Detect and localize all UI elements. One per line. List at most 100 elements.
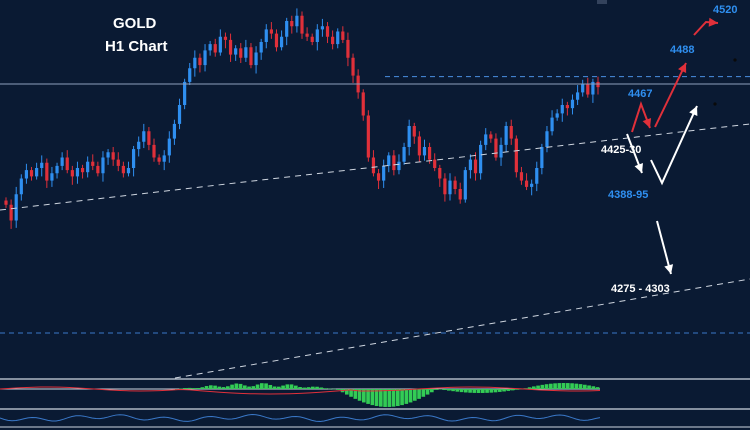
white-arrow-down-1-head [634, 162, 643, 173]
candle-body [484, 134, 488, 145]
candle-body [183, 81, 187, 105]
indicator-bar [400, 389, 404, 406]
indicator-bar [502, 389, 506, 392]
candle-body [106, 152, 110, 158]
candle-body [137, 141, 141, 150]
candle-body [75, 168, 80, 177]
candle-body [443, 178, 447, 195]
candle-body [55, 165, 59, 174]
level-4425-30-label: 4425-30 [601, 144, 642, 156]
indicator-bar [243, 385, 247, 389]
indicator-bar [404, 389, 409, 404]
candle-body [591, 81, 595, 95]
indicator-bar [285, 384, 290, 389]
candle-body [468, 159, 473, 171]
candle-body [336, 31, 340, 45]
indicator-bar [298, 387, 302, 389]
candle-body [9, 204, 13, 221]
indicator-bar [430, 389, 434, 393]
indicator-bar [391, 389, 396, 407]
candle-body [193, 57, 197, 69]
candle-body [433, 159, 437, 168]
candle-body [371, 157, 376, 174]
indicator-bar [345, 389, 349, 395]
indicator-bar [583, 384, 587, 389]
indicator-bar [489, 389, 494, 393]
upper-trendline [0, 123, 750, 211]
indicator-bar [353, 389, 358, 399]
indicator-bar [179, 388, 183, 390]
indicator-bar [485, 389, 489, 393]
candle-body [142, 131, 146, 142]
indicator-bar [527, 387, 532, 389]
candle-body [519, 172, 524, 181]
candle-body [315, 29, 319, 42]
candle-body [203, 50, 207, 66]
candle-body [65, 157, 69, 171]
candle-body [249, 47, 253, 66]
indicator-bar [294, 385, 298, 389]
indicator-bar [234, 383, 239, 389]
indicator-bar [434, 389, 438, 390]
candle-body [509, 126, 513, 139]
indicator-bar [251, 386, 256, 389]
indicator-bar [226, 386, 230, 389]
indicator-bar [289, 384, 294, 389]
candle-body [60, 157, 64, 166]
candle-body [223, 36, 228, 40]
level-4520-label: 4520 [713, 4, 738, 16]
indicator-bar [413, 389, 417, 401]
indicator-bar [302, 387, 307, 389]
candle-body [325, 26, 330, 37]
candle-body [300, 15, 304, 34]
candle-body [387, 155, 391, 166]
indicator-bar [578, 384, 583, 389]
level-4275-4303-label: 4275 - 4303 [611, 283, 670, 295]
indicator-bar [196, 387, 200, 389]
candle-body [331, 36, 335, 45]
indicator-bar [536, 385, 540, 389]
indicator-bar [336, 389, 341, 390]
candle-body [29, 170, 34, 177]
indicator-bar [442, 389, 447, 391]
indicator-bar [221, 387, 226, 389]
indicator-bar [349, 389, 353, 397]
candle-body [427, 147, 432, 160]
candle-body [259, 42, 263, 53]
candle-body [310, 36, 314, 42]
indicator-bar [574, 383, 579, 389]
candle-body [565, 105, 569, 109]
indicator-bar [328, 388, 332, 390]
candle-body [218, 36, 222, 53]
candle-body [121, 165, 125, 174]
candle-body [586, 84, 590, 95]
candle-body [535, 168, 539, 184]
candle-body [575, 92, 580, 100]
indicator-bar [217, 386, 222, 389]
chart-subtitle: H1 Chart [105, 38, 168, 55]
candle-body [86, 161, 90, 173]
indicator-bar [247, 386, 251, 389]
indicator-bar [379, 389, 383, 407]
candle-body [295, 15, 299, 27]
candle-body [50, 173, 54, 181]
candle-body [453, 180, 457, 189]
candle-body [494, 138, 498, 158]
candle-body [346, 39, 350, 58]
candle-body [157, 157, 161, 162]
candle-body [545, 131, 549, 147]
candle-body [244, 47, 248, 58]
white-arrow-up-head [689, 106, 698, 117]
candle-body [596, 81, 600, 88]
candle-body [392, 155, 396, 171]
candle-body [407, 126, 411, 147]
candle-body [417, 136, 421, 156]
white-arrow-down-2-head [664, 264, 674, 274]
candle-body [570, 99, 575, 109]
candle-body [361, 92, 365, 116]
indicator-bar [481, 389, 485, 393]
indicator-bar [366, 389, 370, 404]
candle-body [422, 147, 427, 156]
indicator-bar [183, 388, 188, 389]
